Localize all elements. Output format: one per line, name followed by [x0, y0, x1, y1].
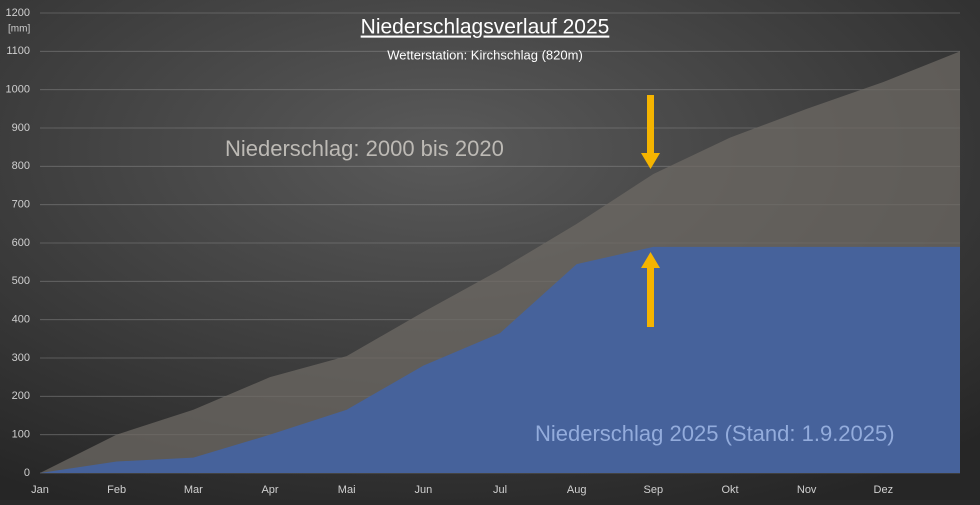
y-axis-label: [mm]	[8, 24, 30, 35]
y-tick-label: 1200	[6, 7, 30, 19]
y-tick-label: 900	[12, 122, 30, 134]
y-tick-label: 700	[12, 199, 30, 211]
y-tick-label: 200	[12, 390, 30, 402]
y-tick-label: 1000	[6, 84, 30, 96]
y-tick-label: 300	[12, 352, 30, 364]
y-tick-label: 600	[12, 237, 30, 249]
x-tick-label: Aug	[567, 484, 587, 496]
y-tick-label: 0	[24, 467, 30, 479]
x-tick-label: Okt	[721, 484, 738, 496]
x-tick-label: Dez	[874, 484, 894, 496]
x-tick-label: Jul	[493, 484, 507, 496]
arrow-down	[641, 95, 660, 169]
y-tick-label: 800	[12, 160, 30, 172]
x-tick-label: Sep	[644, 484, 664, 496]
arrow-up	[641, 252, 660, 327]
y-tick-label: 1100	[6, 45, 30, 57]
series-label: Niederschlag: 2000 bis 2020	[225, 136, 504, 161]
y-tick-label: 100	[12, 429, 30, 441]
x-tick-label: Nov	[797, 484, 817, 496]
x-tick-label: Apr	[261, 484, 278, 496]
y-tick-label: 500	[12, 275, 30, 287]
x-tick-label: Mar	[184, 484, 203, 496]
series-label: Niederschlag 2025 (Stand: 1.9.2025)	[535, 421, 895, 446]
y-tick-label: 400	[12, 314, 30, 326]
chart-title: Niederschlagsverlauf 2025	[361, 16, 610, 39]
x-tick-label: Jun	[414, 484, 432, 496]
labels: Niederschlag: 2000 bis 2020 Niederschlag …	[225, 136, 895, 446]
chart-subtitle: Wetterstation: Kirchschlag (820m)	[387, 47, 583, 62]
areas	[40, 51, 960, 473]
x-tick-label: Feb	[107, 484, 126, 496]
area	[40, 246, 960, 473]
x-tick-label: Jan	[31, 484, 49, 496]
x-tick-label: Mai	[338, 484, 356, 496]
